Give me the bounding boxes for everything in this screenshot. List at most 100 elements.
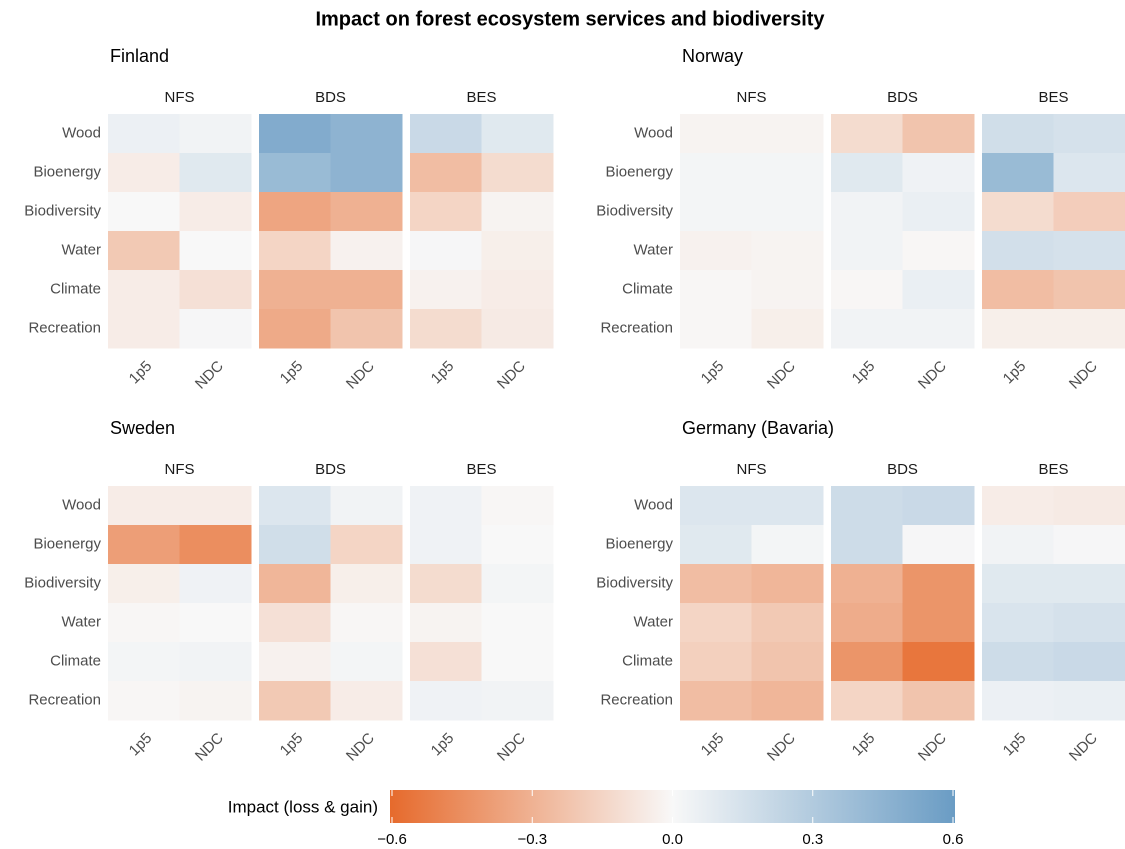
heat-cell	[1053, 564, 1125, 604]
heat-cell	[902, 153, 975, 193]
heat-cell	[259, 681, 331, 721]
heat-cell	[410, 642, 482, 682]
row-label: Recreation	[28, 691, 101, 708]
heat-cell	[481, 681, 554, 721]
heat-cell	[330, 681, 403, 721]
heat-cell	[1053, 642, 1125, 682]
heat-cell	[410, 192, 482, 232]
row-label: Recreation	[28, 319, 101, 336]
column-label: 1p5	[849, 730, 879, 760]
row-label: Biodiversity	[596, 202, 673, 219]
heat-cell	[108, 270, 180, 310]
heat-cell	[902, 309, 975, 349]
row-label: Wood	[634, 496, 673, 513]
heat-cell	[1053, 153, 1125, 193]
heat-cell	[831, 309, 903, 349]
heat-cell	[481, 564, 554, 604]
column-label: NDC	[915, 357, 950, 392]
heat-cell	[982, 231, 1054, 271]
heat-cell	[982, 270, 1054, 310]
colorbar-tick-label: −0.6	[377, 831, 407, 848]
row-label: Bioenergy	[33, 163, 101, 180]
heat-cell	[902, 564, 975, 604]
heat-cell	[751, 603, 824, 643]
heat-cell	[751, 525, 824, 565]
heat-cell	[831, 486, 903, 526]
row-label: Water	[634, 613, 673, 630]
heat-cell	[410, 525, 482, 565]
heat-cell	[751, 309, 824, 349]
heat-cell	[481, 486, 554, 526]
facet-label: NFS	[165, 461, 195, 478]
heat-cell	[1053, 114, 1125, 154]
heat-cell	[1053, 603, 1125, 643]
row-label: Climate	[622, 280, 673, 297]
heat-cell	[108, 642, 180, 682]
row-label: Climate	[50, 280, 101, 297]
heat-cell	[982, 642, 1054, 682]
heat-cell	[982, 564, 1054, 604]
heat-cell	[680, 603, 752, 643]
facet-label: NFS	[737, 89, 767, 106]
column-label: NDC	[343, 729, 378, 764]
heat-cell	[751, 114, 824, 154]
heat-cell	[751, 681, 824, 721]
heat-cell	[330, 486, 403, 526]
facet-label: BDS	[887, 461, 918, 478]
panel-title: Norway	[682, 46, 743, 66]
heat-cell	[410, 309, 482, 349]
heat-cell	[481, 192, 554, 232]
row-label: Biodiversity	[24, 202, 101, 219]
heat-cell	[108, 486, 180, 526]
column-label: NDC	[494, 357, 529, 392]
heat-cell	[330, 153, 403, 193]
heat-cell	[902, 603, 975, 643]
heat-cell	[481, 603, 554, 643]
heat-cell	[179, 192, 252, 232]
heat-cell	[982, 192, 1054, 232]
facet-label: BES	[1038, 461, 1068, 478]
heat-cell	[108, 681, 180, 721]
heat-cell	[330, 270, 403, 310]
heat-cell	[259, 564, 331, 604]
heat-cell	[982, 681, 1054, 721]
column-label: 1p5	[698, 358, 728, 388]
heat-cell	[1053, 192, 1125, 232]
row-label: Climate	[622, 652, 673, 669]
heat-cell	[1053, 231, 1125, 271]
heat-cell	[982, 525, 1054, 565]
heat-cell	[680, 231, 752, 271]
column-label: 1p5	[1000, 730, 1030, 760]
heat-cell	[831, 525, 903, 565]
heat-cell	[902, 114, 975, 154]
facet-label: NFS	[737, 461, 767, 478]
heat-cell	[259, 642, 331, 682]
heat-cell	[179, 486, 252, 526]
heat-cell	[680, 153, 752, 193]
heat-cell	[259, 486, 331, 526]
column-label: 1p5	[126, 730, 156, 760]
heat-cell	[259, 231, 331, 271]
row-label: Water	[62, 241, 101, 258]
column-label: 1p5	[126, 358, 156, 388]
heat-cell	[751, 642, 824, 682]
heat-cell	[902, 681, 975, 721]
column-label: 1p5	[849, 358, 879, 388]
heat-cell	[751, 231, 824, 271]
heat-cell	[831, 642, 903, 682]
column-label: 1p5	[428, 358, 458, 388]
heat-cell	[680, 192, 752, 232]
column-label: NDC	[192, 357, 227, 392]
heat-cell	[680, 642, 752, 682]
heat-cell	[902, 270, 975, 310]
heat-cell	[330, 309, 403, 349]
heat-cell	[831, 153, 903, 193]
heat-cell	[481, 114, 554, 154]
row-label: Recreation	[600, 691, 673, 708]
heat-cell	[831, 192, 903, 232]
column-label: NDC	[192, 729, 227, 764]
heat-cell	[259, 114, 331, 154]
heat-cell	[1053, 309, 1125, 349]
heat-cell	[680, 114, 752, 154]
row-label: Biodiversity	[24, 574, 101, 591]
